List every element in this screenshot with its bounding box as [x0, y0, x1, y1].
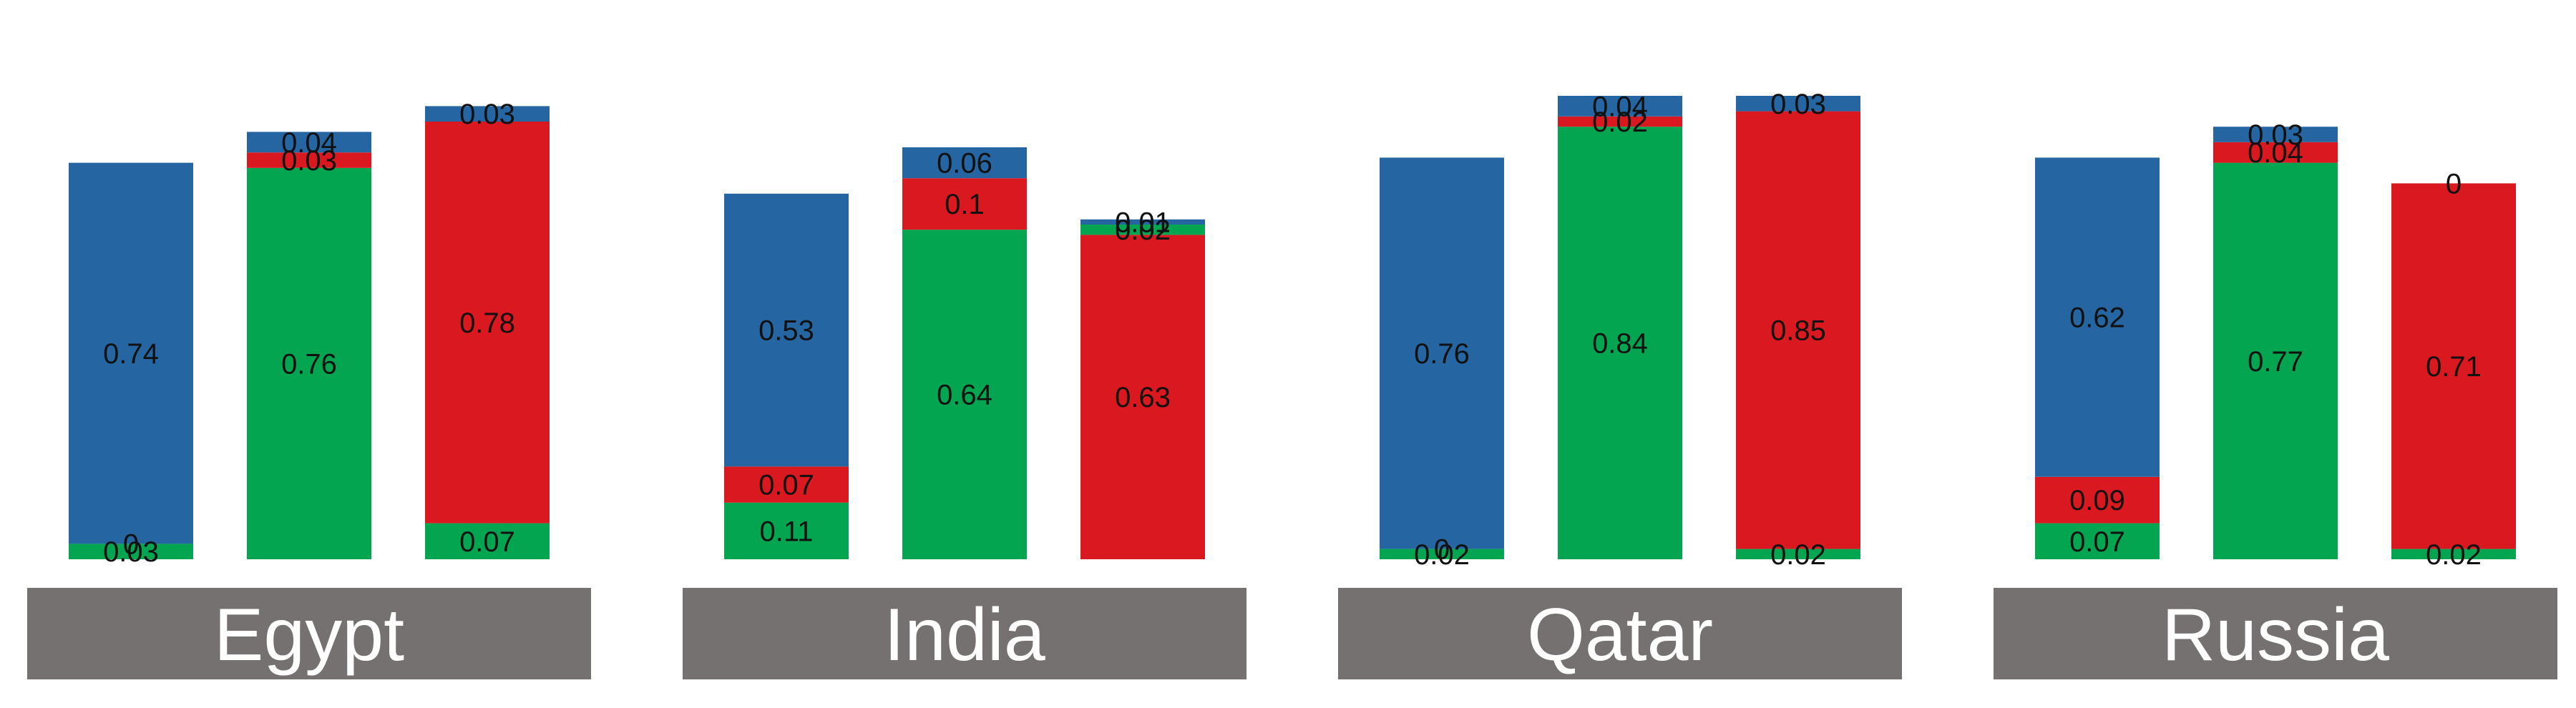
segment-value-label: 0.06 — [937, 148, 992, 180]
segment-value-label: 0 — [2446, 168, 2462, 200]
bar-segment-india-3-green — [1080, 225, 1205, 235]
bar-segment-russia-2-red — [2213, 142, 2338, 163]
segment-value-label: 0.78 — [459, 308, 515, 339]
bar-segment-egypt-1-blue — [69, 162, 193, 544]
bar-segment-russia-1-red — [2035, 476, 2160, 523]
segment-value-label: 0 — [1434, 534, 1450, 566]
bar-segment-india-1-red — [724, 466, 849, 503]
segment-value-label: 0.62 — [2069, 303, 2125, 334]
group-label-qatar: Qatar — [1527, 594, 1713, 677]
bar-segment-india-2-blue — [902, 147, 1027, 179]
segment-value-label: 0.63 — [1115, 382, 1171, 413]
segment-value-label: 0.02 — [1115, 215, 1171, 246]
bar-segment-india-1-green — [724, 502, 849, 559]
bar-segment-india-1-blue — [724, 193, 849, 467]
segment-value-label: 0.07 — [758, 470, 814, 501]
bar-segment-russia-2-green — [2213, 162, 2338, 560]
bar-segment-qatar-1-green — [1380, 549, 1504, 559]
bar-segment-egypt-1-green — [69, 544, 193, 559]
group-label-band-india — [683, 588, 1246, 679]
segment-value-label: 0.09 — [2069, 485, 2125, 516]
bar-segment-egypt-2-blue — [247, 132, 371, 153]
bar-segment-russia-3-green — [2391, 549, 2516, 559]
bar-segment-egypt-3-green — [425, 523, 550, 559]
segment-value-label: 0.07 — [459, 526, 515, 558]
bar-segment-qatar-2-green — [1558, 127, 1682, 559]
segment-value-label: 0.74 — [103, 338, 159, 370]
segment-value-label: 0.53 — [758, 315, 814, 347]
group-label-band-russia — [1994, 588, 2557, 679]
group-label-russia: Russia — [2162, 594, 2389, 677]
group-label-india: India — [884, 594, 1045, 677]
bar-segment-india-3-blue — [1080, 219, 1205, 225]
bar-segment-qatar-3-blue — [1736, 96, 1860, 112]
segment-value-label: 0.02 — [1414, 539, 1470, 571]
bar-segment-qatar-2-blue — [1558, 96, 1682, 117]
segment-value-label: 0.84 — [1592, 328, 1648, 360]
segment-value-label: 0.1 — [945, 189, 985, 220]
segment-value-label: 0.07 — [2069, 526, 2125, 558]
segment-value-label: 0.02 — [1592, 107, 1648, 138]
segment-value-label: 0.11 — [760, 516, 814, 547]
group-label-egypt: Egypt — [214, 594, 404, 677]
group-label-bands: Egypt India Qatar Russia — [27, 588, 2557, 679]
bar-segment-egypt-2-green — [247, 167, 371, 560]
segment-value-label: 0.76 — [1414, 338, 1470, 370]
segment-value-label: 0.03 — [1770, 89, 1826, 120]
bar-segment-russia-2-blue — [2213, 127, 2338, 142]
bar-segment-qatar-1-blue — [1380, 157, 1504, 549]
bar-segment-qatar-3-green — [1736, 549, 1860, 559]
segment-value-label: 0.02 — [2426, 539, 2482, 571]
group-label-band-qatar — [1338, 588, 1902, 679]
segment-value-label: 0.01 — [1115, 207, 1171, 238]
bar-segment-india-2-red — [902, 178, 1027, 230]
segment-value-label: 0.04 — [1592, 91, 1648, 122]
bar-segment-russia-3-red — [2391, 183, 2516, 549]
segment-value-label: 0.03 — [103, 536, 159, 568]
group-label-band-egypt — [27, 588, 591, 679]
segment-value-label: 0.03 — [281, 145, 337, 177]
segment-value-label: 0.85 — [1770, 315, 1826, 347]
bar-segment-russia-1-green — [2035, 523, 2160, 559]
bar-segment-qatar-2-red — [1558, 116, 1682, 127]
segment-value-label: 0.76 — [281, 348, 337, 380]
segment-value-label: 0.02 — [1770, 539, 1826, 571]
segment-value-label: 0.04 — [2248, 137, 2303, 169]
segment-value-label: 0.04 — [281, 127, 337, 159]
bars-layer — [69, 96, 2516, 560]
segment-value-label: 0 — [123, 528, 139, 560]
bar-segment-india-2-green — [902, 230, 1027, 559]
bar-segment-egypt-3-red — [425, 122, 550, 523]
bar-segment-qatar-3-red — [1736, 111, 1860, 549]
bar-segment-india-3-red — [1080, 235, 1205, 559]
segment-value-label: 0.03 — [459, 99, 515, 130]
bar-segment-egypt-3-blue — [425, 106, 550, 122]
segment-value-label: 0.71 — [2426, 351, 2482, 383]
segment-value-label: 0.77 — [2248, 346, 2303, 378]
bar-segment-egypt-2-red — [247, 152, 371, 168]
segment-value-label: 0.03 — [2248, 119, 2303, 151]
segment-value-label: 0.64 — [937, 380, 992, 411]
bar-segment-russia-1-blue — [2035, 157, 2160, 477]
